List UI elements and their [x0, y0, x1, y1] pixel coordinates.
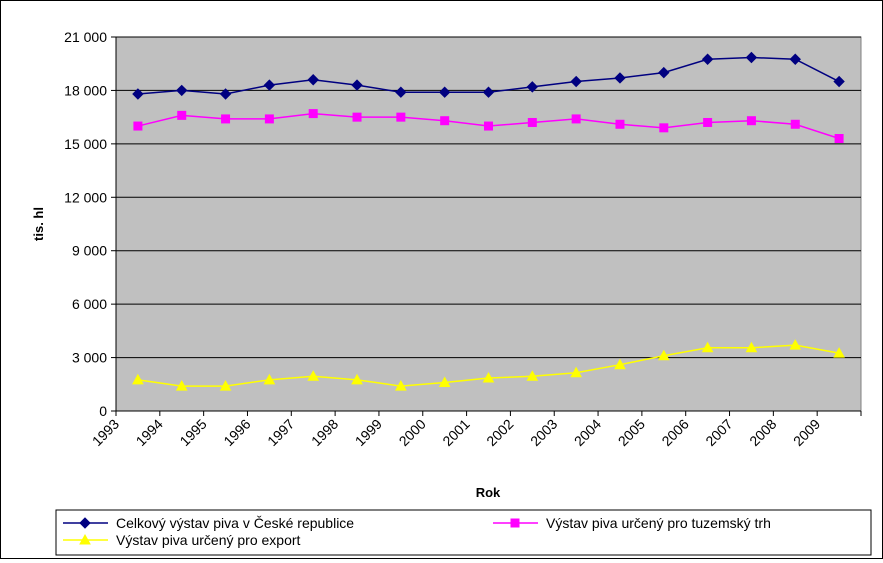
x-tick-label: 1997: [264, 416, 297, 449]
legend-box: [55, 509, 872, 556]
data-point: [396, 112, 406, 122]
data-point: [438, 376, 451, 388]
data-point: [263, 79, 276, 91]
series-1: [132, 51, 845, 100]
y-tick-label: 15 000: [64, 136, 107, 152]
y-axis-ticks: 0 3 000 6 000 9 000 12 000 15 000 18 000 21 000: [64, 29, 117, 419]
data-point: [614, 72, 626, 84]
data-point: [177, 110, 187, 120]
legend-label: Výstav piva určený pro export: [116, 532, 301, 548]
data-point: [264, 114, 274, 124]
data-point: [132, 373, 144, 385]
data-point: [527, 117, 537, 127]
x-tick-label: 1994: [133, 416, 166, 449]
plot-area: [115, 36, 862, 412]
x-axis-label: Rok: [476, 485, 501, 500]
data-point: [352, 112, 362, 122]
data-point: [526, 370, 539, 381]
data-point: [438, 86, 451, 98]
x-tick-label: 2007: [702, 416, 735, 449]
legend: Celkový výstav piva v České republice Výs…: [63, 515, 771, 548]
y-tick-label: 9 000: [72, 243, 107, 259]
legend-marker: [79, 533, 91, 545]
legend-item-1: Celkový výstav piva v České republice: [63, 515, 354, 531]
data-point: [484, 121, 493, 131]
data-point: [789, 53, 801, 65]
data-point: [833, 347, 845, 358]
data-point: [219, 88, 232, 100]
data-point: [701, 53, 714, 65]
data-point: [307, 74, 319, 86]
data-point: [570, 75, 582, 88]
data-point: [351, 373, 363, 385]
x-tick-label: 2006: [658, 416, 691, 449]
data-point: [482, 86, 495, 98]
data-point: [614, 358, 626, 370]
legend-item-3: Výstav piva určený pro export: [63, 532, 301, 548]
data-point: [221, 114, 231, 124]
y-tick-label: 18 000: [64, 82, 107, 98]
data-point: [570, 366, 582, 378]
data-point: [526, 81, 539, 93]
data-point: [175, 380, 188, 391]
data-point: [133, 121, 143, 131]
x-tick-label: 2004: [571, 416, 604, 449]
legend-marker: [79, 517, 91, 529]
series-3: [132, 339, 845, 391]
y-tick-label: 6 000: [72, 296, 107, 312]
x-tick-label: 2002: [483, 416, 516, 449]
x-tick-label: 2005: [615, 416, 648, 449]
y-tick-label: 12 000: [64, 189, 107, 205]
data-point: [834, 134, 844, 144]
legend-label: Celkový výstav piva v České republice: [116, 515, 354, 531]
data-point: [440, 116, 450, 126]
data-point: [395, 86, 407, 98]
data-point: [790, 119, 800, 129]
x-tick-label: 1996: [220, 416, 253, 449]
data-point: [701, 341, 714, 353]
x-axis-ticks: 1993 1994 1995 1996 1997 1998 1999 2000 2001 2002…: [89, 410, 862, 449]
data-point: [789, 339, 802, 350]
data-point: [263, 373, 276, 385]
y-tick-label: 0: [99, 403, 107, 419]
data-point: [659, 123, 669, 133]
x-tick-label: 2009: [790, 416, 823, 449]
data-point: [745, 341, 758, 353]
data-point: [219, 380, 232, 391]
y-tick-label: 3 000: [72, 350, 107, 366]
data-point: [703, 117, 713, 127]
data-point: [395, 380, 407, 391]
data-point: [132, 88, 144, 100]
series-2: [133, 109, 844, 144]
x-tick-label: 1998: [308, 416, 341, 449]
data-point: [658, 66, 670, 79]
x-tick-label: 1995: [176, 416, 209, 449]
data-point: [745, 51, 758, 64]
data-point: [482, 372, 495, 383]
data-point: [746, 116, 756, 126]
data-point: [833, 75, 845, 88]
data-point: [308, 109, 318, 119]
data-point: [657, 349, 670, 361]
legend-item-2: Výstav piva určený pro tuzemský trh: [493, 515, 771, 531]
x-tick-label: 2003: [527, 416, 560, 449]
x-tick-label: 2000: [396, 416, 429, 449]
data-point: [307, 370, 320, 381]
data-point: [571, 114, 581, 124]
data-point: [176, 84, 188, 97]
x-tick-label: 1993: [89, 416, 122, 449]
x-tick-label: 2001: [439, 416, 472, 449]
legend-marker: [510, 518, 520, 528]
y-axis-label: tis. hl: [31, 207, 46, 241]
data-point: [615, 119, 625, 129]
legend-label: Výstav piva určený pro tuzemský trh: [546, 515, 771, 531]
series-lines: [132, 51, 845, 391]
x-tick-label: 1999: [352, 416, 385, 449]
y-tick-label: 21 000: [64, 29, 107, 45]
data-point: [351, 79, 363, 91]
x-tick-label: 2008: [746, 416, 779, 449]
